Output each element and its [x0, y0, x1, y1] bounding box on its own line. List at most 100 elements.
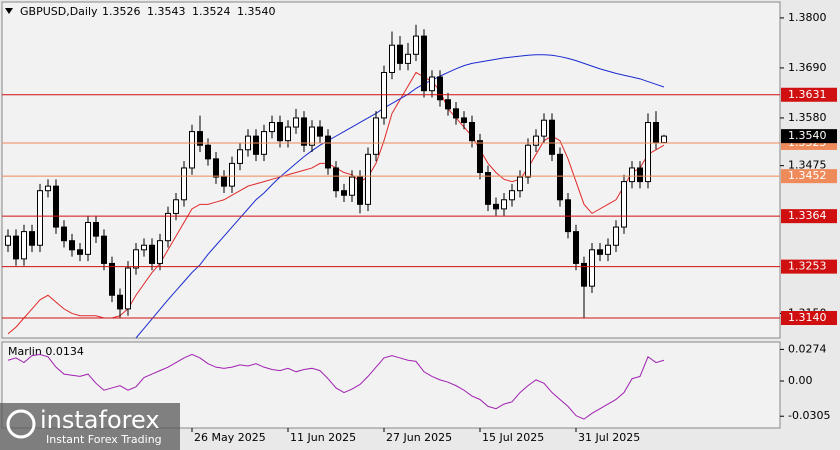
moving-average — [135, 54, 665, 339]
watermark-tagline: Instant Forex Trading — [46, 433, 162, 446]
level-label: 1.3452 — [788, 169, 827, 182]
candle-body — [277, 121, 283, 142]
candle-body — [485, 172, 491, 205]
y-tick-label: -0.0305 — [788, 409, 830, 422]
candle-body — [469, 121, 475, 142]
candle-body — [285, 126, 291, 142]
candle-body — [429, 76, 435, 92]
candle-body — [69, 240, 75, 251]
candle-body — [317, 126, 323, 137]
candle-body — [501, 199, 507, 210]
level-label: 1.3540 — [788, 129, 827, 142]
candle-body — [5, 235, 11, 246]
candle-body — [453, 108, 459, 119]
candle-body — [637, 167, 643, 183]
symbol-title: GBPUSD,Daily — [20, 5, 98, 18]
candle-body — [653, 121, 659, 143]
candle-body — [445, 99, 451, 110]
candle-body — [573, 231, 579, 264]
candle-body — [589, 249, 595, 287]
candle-body — [525, 144, 531, 178]
watermark-box — [0, 403, 180, 450]
candle-body — [165, 212, 171, 242]
candle-body — [557, 153, 563, 201]
level-box — [781, 87, 837, 102]
candle-body — [29, 231, 35, 246]
candle-body — [141, 244, 147, 251]
candle-body — [53, 185, 59, 228]
candle-body — [61, 226, 67, 242]
candle-body — [109, 262, 115, 296]
candle-body — [325, 135, 331, 169]
candle-body — [477, 140, 483, 174]
watermark-brand: instaforex — [40, 406, 160, 434]
candle-body — [645, 121, 651, 183]
candle-body — [357, 176, 363, 205]
level-box — [781, 310, 837, 325]
level-box — [781, 209, 837, 224]
candle-body — [157, 240, 163, 264]
level-box — [781, 259, 837, 274]
candle-body — [349, 176, 355, 196]
y-tick-label: 1.3475 — [788, 159, 827, 172]
candle-body — [517, 176, 523, 192]
candle-body — [309, 126, 315, 146]
candle-body — [341, 190, 347, 196]
level-label: 1.3253 — [788, 260, 827, 273]
candle-body — [181, 167, 187, 201]
candle-body — [229, 162, 235, 187]
y-tick-label: 0.00 — [788, 374, 813, 387]
y-tick-label: 1.3690 — [788, 61, 827, 74]
watermark-logo — [6, 409, 36, 439]
level-box — [781, 129, 837, 144]
candle-body — [93, 222, 99, 237]
candle-body — [461, 117, 467, 123]
candle-body — [613, 226, 619, 246]
candle-body — [597, 249, 603, 255]
candle-body — [197, 131, 203, 146]
ohlc-low: 1.3524 — [192, 5, 231, 18]
candle-body — [149, 244, 155, 264]
candle-body — [373, 117, 379, 155]
ohlc-high: 1.3543 — [147, 5, 186, 18]
candle-body — [533, 135, 539, 146]
level-label: 1.3631 — [788, 88, 827, 101]
candle-body — [581, 262, 587, 287]
candle-body — [621, 181, 627, 228]
candle-body — [549, 119, 555, 155]
ohlc-close: 1.3540 — [237, 5, 276, 18]
candle-body — [293, 117, 299, 128]
candle-body — [541, 119, 547, 137]
candle-body — [125, 267, 131, 310]
x-tick-label: 26 May 2025 — [194, 431, 266, 444]
candle-body — [397, 44, 403, 64]
candle-body — [85, 222, 91, 255]
level-box — [781, 169, 837, 184]
candle-body — [421, 35, 427, 92]
candle-body — [605, 244, 611, 255]
indicator-title: Marlin 0.0134 — [8, 345, 84, 358]
candle-body — [189, 131, 195, 169]
candle-body — [509, 190, 515, 201]
ohlc-open: 1.3526 — [102, 5, 141, 18]
candle-body — [173, 199, 179, 214]
candle-body — [629, 167, 635, 183]
candle-body — [493, 203, 499, 210]
candle-body — [21, 231, 27, 260]
candle-body — [301, 117, 307, 146]
candle-body — [365, 153, 371, 205]
candle-body — [269, 121, 275, 133]
candle-body — [133, 249, 139, 269]
level-label: 1.3140 — [788, 311, 827, 324]
candle-body — [661, 135, 667, 143]
menu-triangle — [5, 8, 13, 14]
candle-body — [237, 149, 243, 164]
candle-body — [253, 135, 259, 155]
candle-body — [405, 53, 411, 64]
level-label: 1.3364 — [788, 209, 827, 222]
candle-body — [437, 76, 443, 101]
candle-body — [205, 144, 211, 160]
candle-body — [13, 235, 19, 260]
